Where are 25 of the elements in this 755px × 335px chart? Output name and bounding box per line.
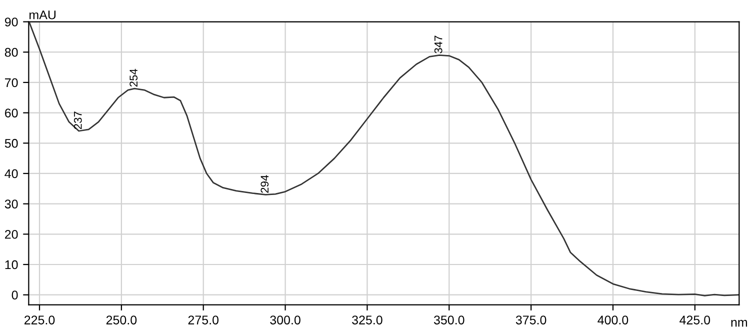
y-tick-label: 0 bbox=[12, 290, 18, 300]
y-axis-title: mAU bbox=[30, 10, 56, 20]
annotation: 237 bbox=[74, 112, 82, 130]
x-tick-label: 375.0 bbox=[516, 316, 546, 324]
annotation: 347 bbox=[434, 36, 442, 54]
y-tick-label: 30 bbox=[4, 200, 18, 208]
y-tick-label: 40 bbox=[4, 169, 18, 178]
y-tick-label: 60 bbox=[5, 108, 18, 118]
x-axis-title: nm bbox=[731, 320, 748, 327]
x-tick-label: 275.0 bbox=[188, 316, 219, 324]
y-tick-label: 10 bbox=[5, 260, 18, 270]
x-tick-label: 400.0 bbox=[598, 316, 628, 324]
x-tick-label: 325.0 bbox=[352, 316, 382, 324]
y-tick-label: 90 bbox=[4, 18, 18, 26]
x-tick-label: 425.0 bbox=[680, 316, 710, 324]
y-tick-label: 20 bbox=[5, 230, 18, 239]
annotation: 254 bbox=[130, 68, 138, 87]
y-tick-label: 70 bbox=[5, 78, 18, 88]
x-tick-label: 300.0 bbox=[270, 316, 300, 324]
x-tick-label: 350.0 bbox=[434, 316, 464, 324]
x-tick-label: 225.0 bbox=[24, 316, 55, 324]
x-tick-label: 250.0 bbox=[106, 316, 137, 324]
annotation: 294 bbox=[260, 175, 269, 193]
y-tick-label: 50 bbox=[4, 138, 18, 148]
y-tick-label: 80 bbox=[4, 48, 18, 57]
